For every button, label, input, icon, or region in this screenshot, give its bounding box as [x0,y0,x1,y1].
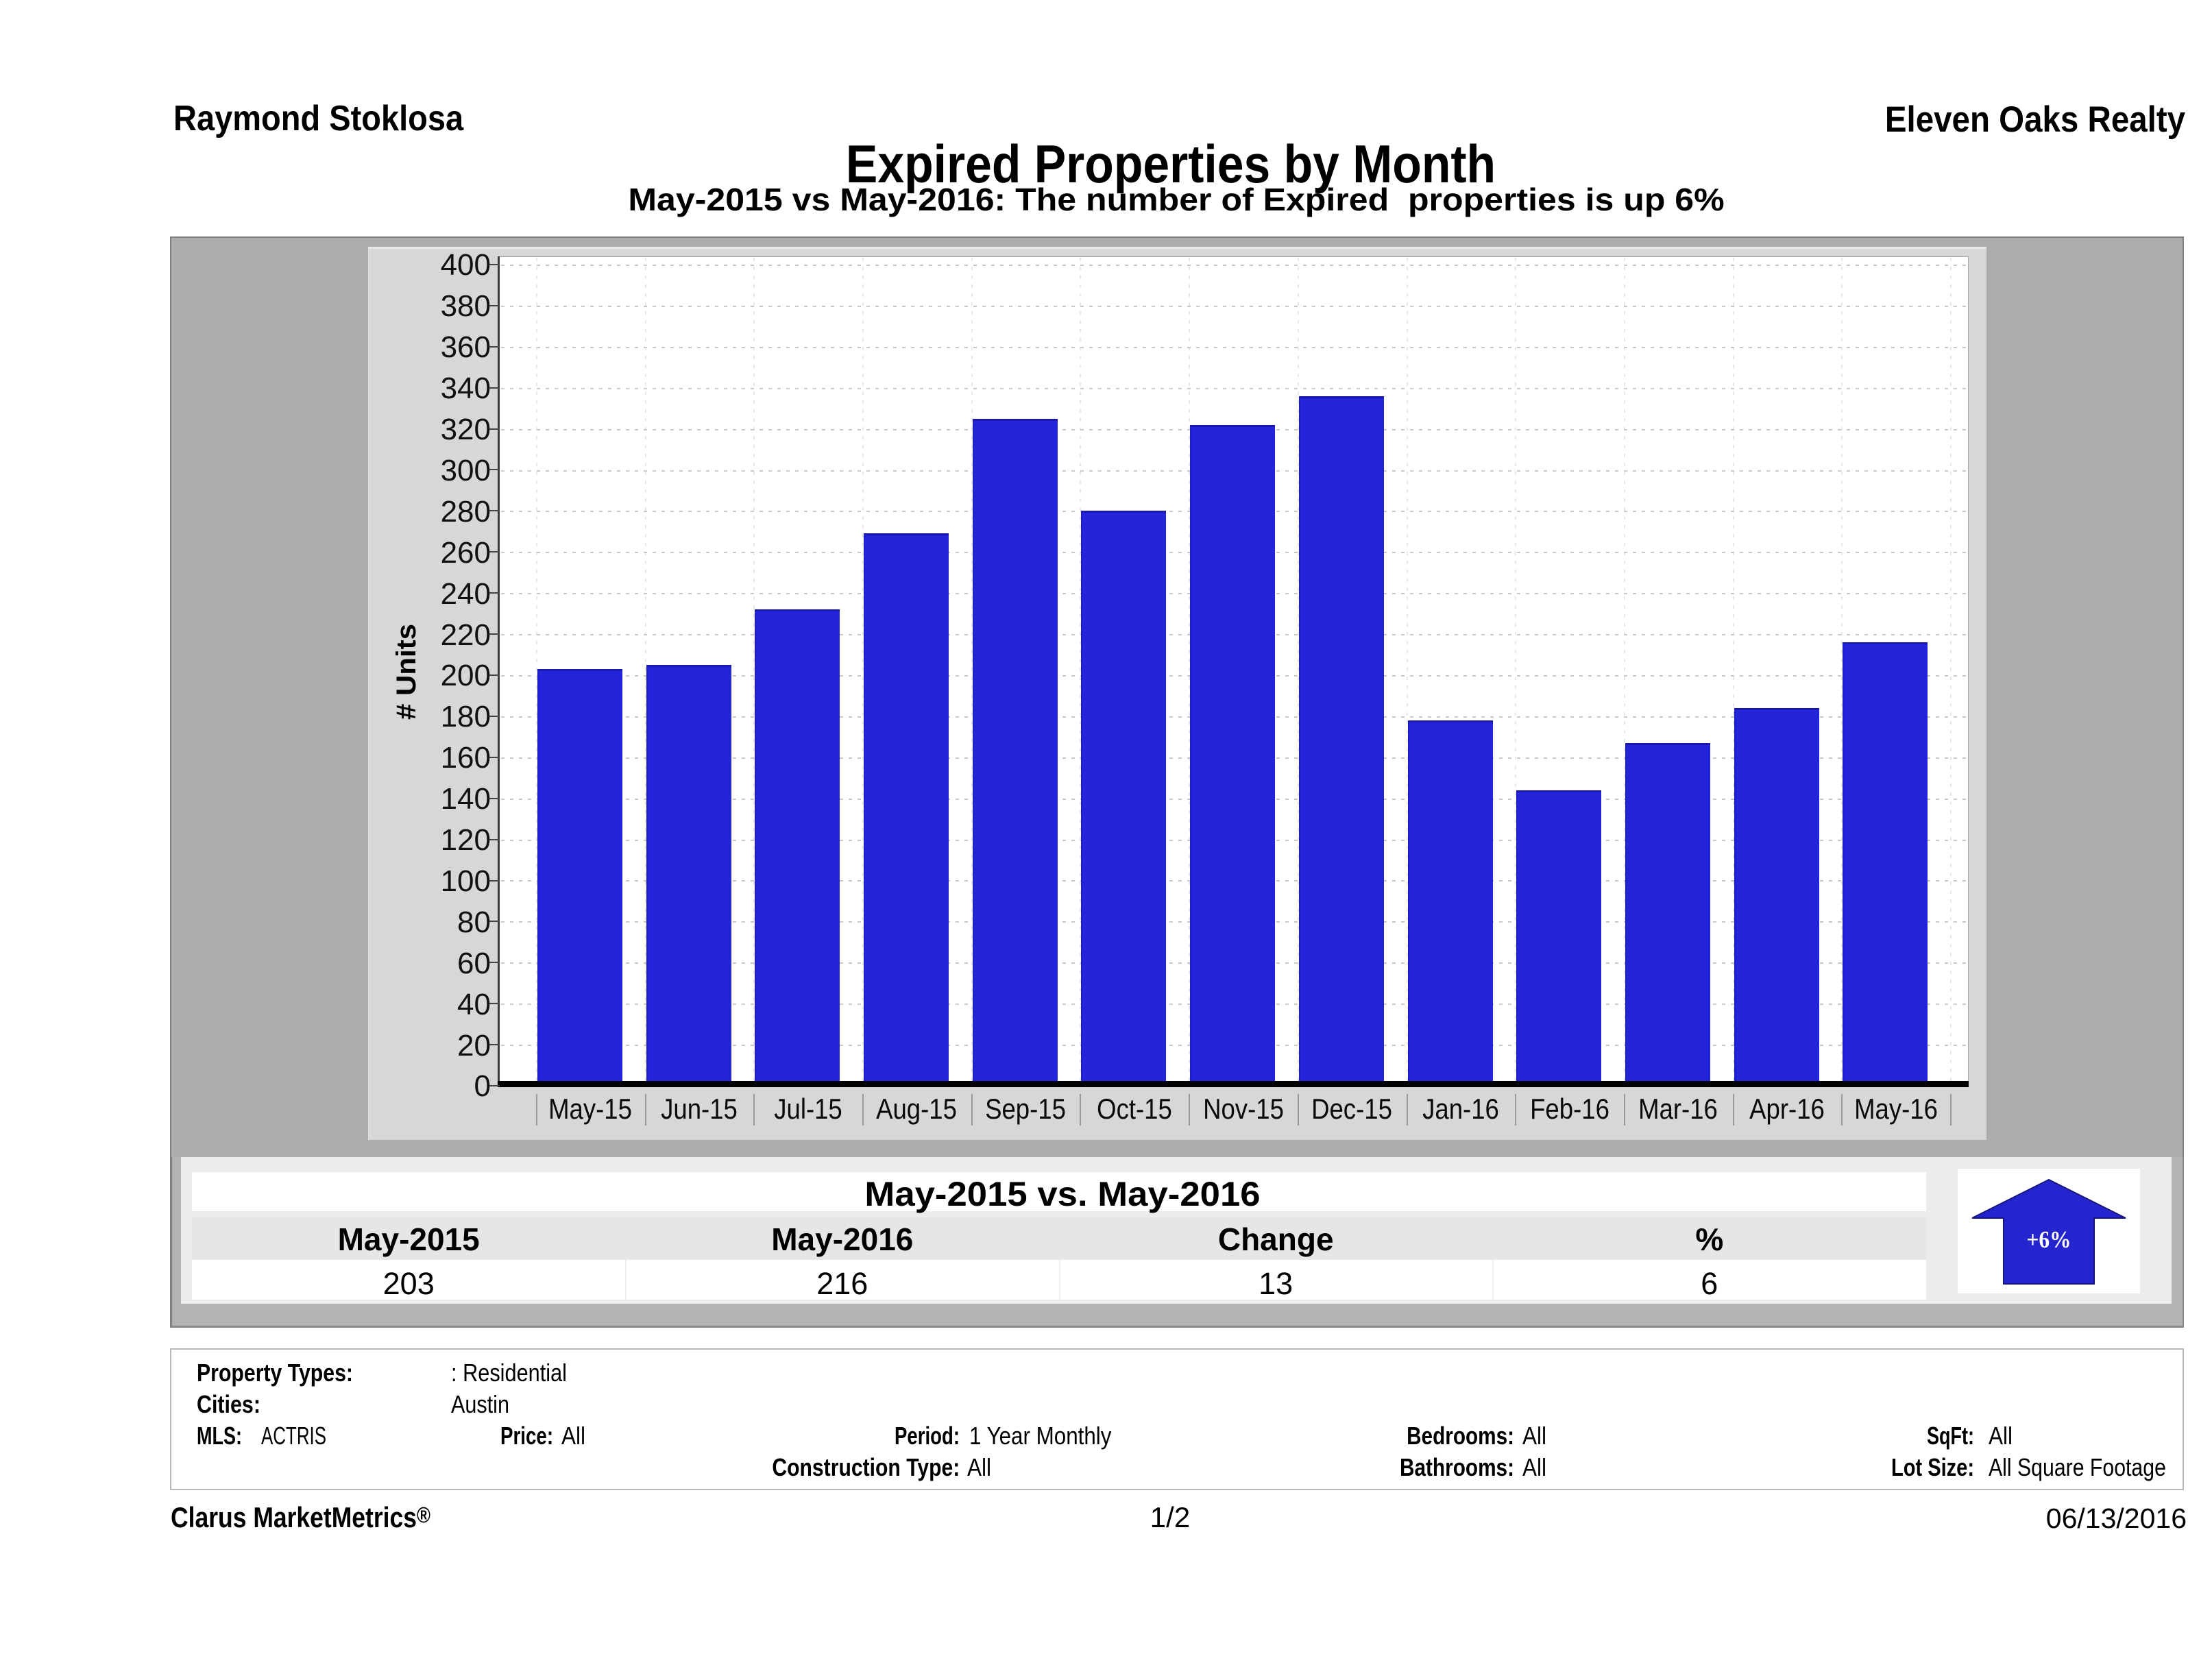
svg-text:+6%: +6% [2027,1226,2071,1253]
